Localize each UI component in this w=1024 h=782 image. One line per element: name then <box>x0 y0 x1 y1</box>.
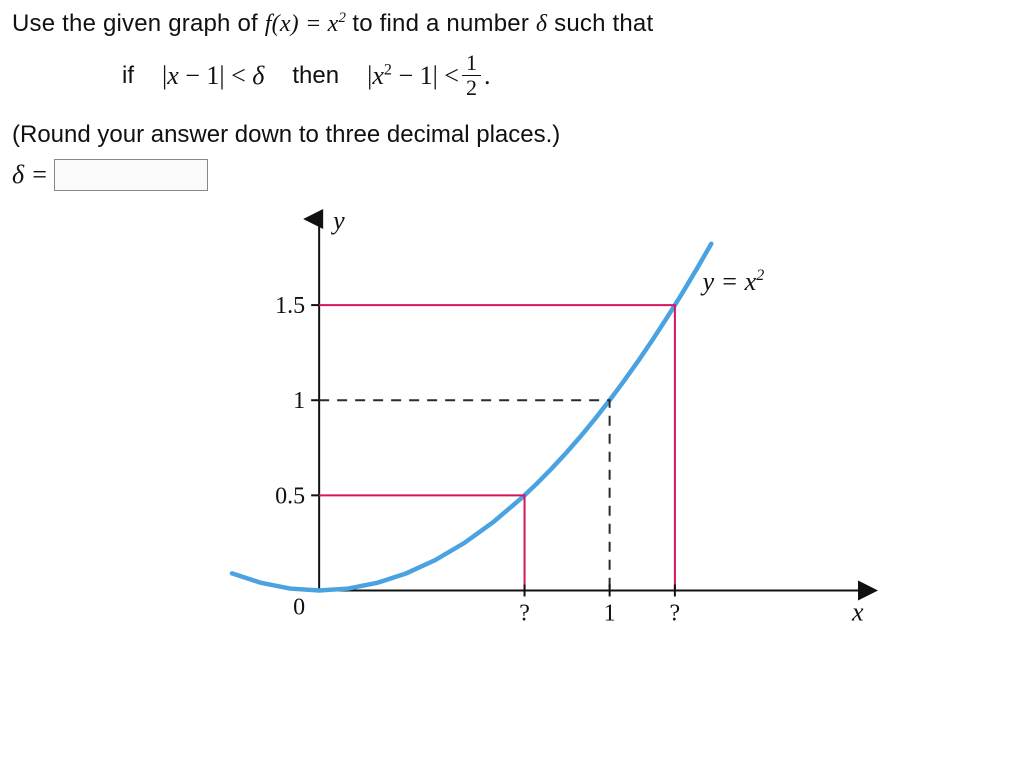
guide-lower <box>319 495 524 590</box>
guide-upper <box>319 305 675 590</box>
abs2-left: |x2 − 1| < <box>367 61 459 91</box>
origin-label: 0 <box>293 594 305 620</box>
graph-container: 0.5 1 1.5 0? 1? y x y = x2 <box>12 209 1012 669</box>
abs-expr-2: |x2 − 1| < 1 2 . <box>367 52 490 99</box>
var-x: x <box>167 61 179 90</box>
var-x-2: x <box>372 61 384 90</box>
problem-line-2: if |x − 1| < δ then |x2 − 1| < 1 2 . <box>122 52 1012 99</box>
if-text: if <box>122 62 134 90</box>
y-tick-label: 1 <box>293 388 305 414</box>
delta-symbol-2: δ <box>252 61 264 90</box>
fraction-half: 1 2 <box>462 52 481 99</box>
curve-label: y = x2 <box>700 267 765 296</box>
instruction-text: (Round your answer down to three decimal… <box>12 121 1012 149</box>
text-tail: to find a number <box>352 10 536 37</box>
y-tick-label: 0.5 <box>275 483 305 509</box>
fx-exponent: 2 <box>339 10 347 26</box>
frac-den: 2 <box>466 76 477 99</box>
q-mark-left: ? <box>519 600 530 626</box>
abs-expr-1: |x − 1| < δ <box>162 61 264 91</box>
y-axis-label: y <box>330 209 345 235</box>
period: . <box>484 61 491 91</box>
frac-num: 1 <box>462 52 481 76</box>
then-text: then <box>292 62 339 90</box>
answer-row: δ = <box>12 159 1012 191</box>
fx-lhs: f(x) = x <box>265 11 339 37</box>
text-lead: Use the given graph of <box>12 10 265 37</box>
text-end: such that <box>554 10 653 37</box>
exp-2: 2 <box>384 61 392 78</box>
fx-expression: f(x) = x2 <box>265 11 353 37</box>
delta-symbol: δ <box>536 11 547 37</box>
minus-one-lt: − 1| < <box>179 61 253 90</box>
minus-one-lt-2: − 1| < <box>392 61 459 90</box>
x-tick-1: 1 <box>604 600 616 626</box>
graph-svg: 0.5 1 1.5 0? 1? y x y = x2 <box>142 209 882 669</box>
x-axis-label: x <box>851 597 864 626</box>
answer-label: δ = <box>12 160 48 190</box>
delta-input[interactable] <box>54 159 208 191</box>
y-tick-label: 1.5 <box>275 293 305 319</box>
q-mark-right: ? <box>670 600 681 626</box>
problem-line-1: Use the given graph of f(x) = x2 to find… <box>12 10 1012 38</box>
